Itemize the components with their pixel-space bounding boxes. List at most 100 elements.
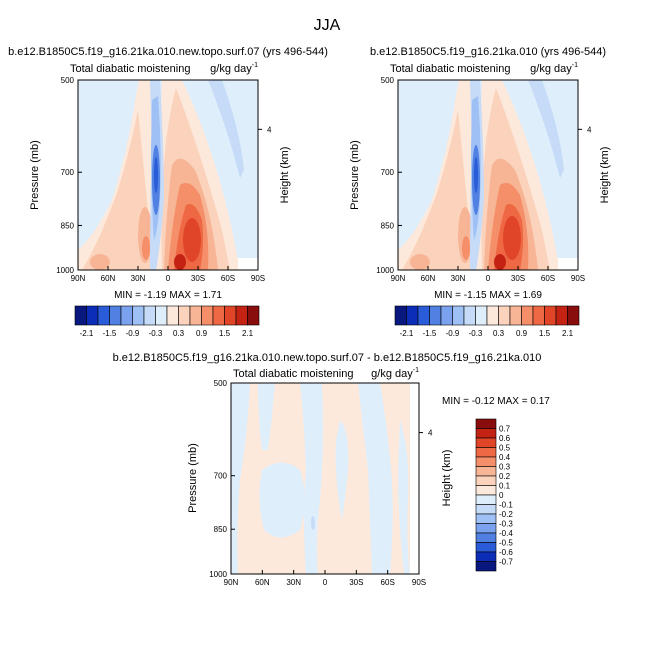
colorbar-swatch [475,475,497,486]
negative-region [231,383,250,574]
colorbar-swatch [166,305,179,326]
y-tick-label: 850 [61,221,75,230]
x-tick-label: 60S [541,274,555,283]
colorbar-label: -0.9 [446,329,460,338]
colorbar-label: -0.2 [499,510,513,519]
colorbar-swatch [475,428,497,439]
negative-region [358,383,393,574]
colorbar-label: 2.1 [562,329,574,338]
y-tick-label: 1000 [56,266,74,275]
positive-core [183,218,201,262]
panel-bottom: b.e12.B1850C5.f19_g16.21ka.010.new.topo.… [113,352,551,587]
x-tick-label: 30S [191,274,205,283]
colorbar-label: 0.3 [499,463,511,472]
axis-ticks: 90N 60N 30N 0 30S 60S 90S 500 700 850 1000 4 [56,76,272,283]
contour-field [231,383,419,574]
panel-subtitle: Total diabatic moistening [233,368,353,380]
colorbar-swatch [463,305,476,326]
negative-region [208,80,244,178]
colorbar-label: -0.9 [126,329,140,338]
x-tick-label: 90N [224,578,239,587]
right-axis-label: Height (km) [441,450,453,507]
colorbar-label: 0.2 [499,472,511,481]
colorbar-label: 0.4 [499,453,511,462]
colorbar-label: 0.3 [173,329,185,338]
colorbar-swatch [475,513,497,524]
x-tick-label: 60N [421,274,436,283]
x-tick-label: 90N [391,274,406,283]
colorbar-swatch [224,305,237,326]
y-tick-label: 700 [381,168,395,177]
positive-region [82,110,156,270]
right-tick-label: 4 [587,125,592,134]
colorbar-swatch [235,305,248,326]
colorbar-label: -2.1 [400,329,414,338]
colorbar-swatch [532,305,545,326]
blank-bottom-right [558,258,578,270]
colorbar-swatch [143,305,156,326]
positive-region [402,110,476,270]
y-axis-label: Pressure (mb) [29,140,41,210]
colorbar-swatch [178,305,191,326]
colorbar-swatch [544,305,557,326]
colorbar-swatch [155,305,168,326]
axis-ticks: 90N 60N 30N 0 30S 60S 90S 500 700 850 1000 4 [209,379,433,587]
x-tick-label: 60N [255,578,270,587]
colorbar-swatch [567,305,580,326]
positive-core [462,236,470,260]
y-tick-label: 700 [61,168,75,177]
colorbar-swatch [109,305,122,326]
colorbar-swatch [475,532,497,543]
colorbar-swatch [406,305,419,326]
colorbar-swatch [509,305,522,326]
negative-region [335,420,349,520]
positive-core [410,254,430,270]
colorbar-label: 0.9 [196,329,208,338]
positive-core [494,254,506,270]
colorbar-label: 2.1 [242,329,254,338]
colorbar-swatch [475,523,497,534]
colorbar-swatch [475,561,497,572]
y-tick-label: 850 [381,221,395,230]
x-tick-label: 0 [323,578,328,587]
x-tick-label: 90N [71,274,86,283]
x-tick-label: 30N [286,578,301,587]
stats-text: MIN = -0.12 MAX = 0.17 [442,396,550,407]
right-axis-label: Height (km) [599,147,611,204]
positive-core [142,236,150,260]
colorbar-swatch [475,542,497,553]
colorbar-swatch [74,305,87,326]
colorbar-label: -1.5 [423,329,437,338]
positive-core [90,254,110,270]
colorbar-swatch [132,305,145,326]
x-tick-label: 0 [486,274,491,283]
colorbar-label: 1.5 [219,329,231,338]
units-label: g/kg day-1 [210,62,258,75]
colorbar-label: -0.3 [499,520,513,529]
stats-text: MIN = -1.15 MAX = 1.69 [434,290,542,301]
colorbar-swatch [247,305,260,326]
negative-region [258,383,275,450]
stats-text: MIN = -1.19 MAX = 1.71 [114,290,222,301]
right-axis-label: Height (km) [279,147,291,204]
colorbar-swatch [394,305,407,326]
colorbar-swatch [475,447,497,458]
colorbar-swatch [417,305,430,326]
y-axis-label: Pressure (mb) [349,140,361,210]
panel-title: b.e12.B1850C5.f19_g16.21ka.010 (yrs 496-… [370,46,606,58]
panel-top-left: b.e12.B1850C5.f19_g16.21ka.010.new.topo.… [8,46,328,338]
negative-region [300,383,324,574]
colorbar-swatch [498,305,511,326]
colorbar-label: -0.5 [499,539,513,548]
colorbar-label: -0.3 [149,329,163,338]
panel-subtitle: Total diabatic moistening [390,63,510,75]
x-tick-label: 90S [251,274,265,283]
colorbar-swatch [452,305,465,326]
colorbar-swatch [555,305,568,326]
axis-ticks: 90N 60N 30N 0 30S 60S 90S 500 700 850 1000 4 [376,76,592,283]
panel-title: b.e12.B1850C5.f19_g16.21ka.010.new.topo.… [8,46,328,58]
panel-top-right: b.e12.B1850C5.f19_g16.21ka.010 (yrs 496-… [349,46,611,338]
colorbar-swatch [475,456,497,467]
colorbar-swatch [475,437,497,448]
